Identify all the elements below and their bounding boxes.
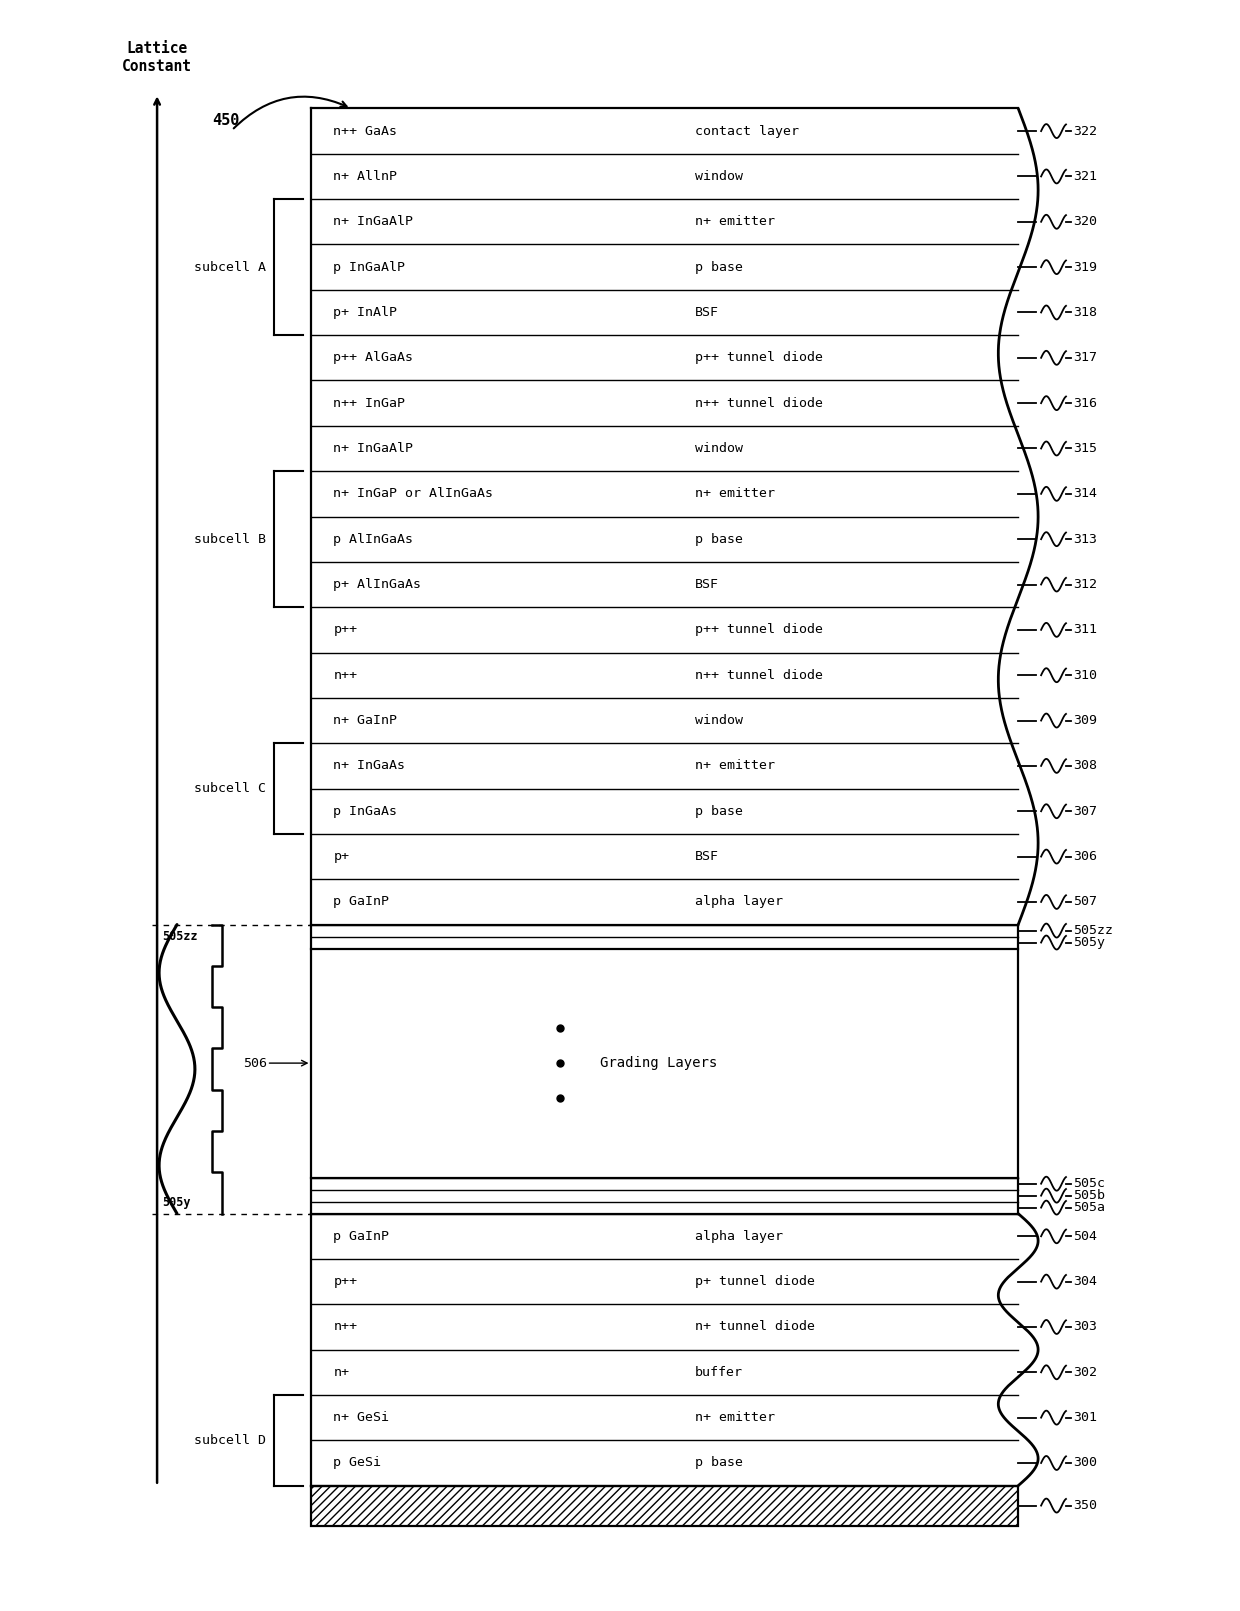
Text: window: window	[694, 169, 743, 184]
Text: 300: 300	[1073, 1456, 1097, 1469]
Text: p+ tunnel diode: p+ tunnel diode	[694, 1274, 815, 1289]
Text: alpha layer: alpha layer	[694, 1229, 782, 1242]
Text: p GeSi: p GeSi	[334, 1456, 381, 1469]
Text: 315: 315	[1073, 441, 1097, 454]
Text: subcell A: subcell A	[193, 261, 265, 274]
Text: p GaInP: p GaInP	[334, 1229, 389, 1242]
Text: 505b: 505b	[1073, 1189, 1105, 1202]
Text: p++: p++	[334, 623, 357, 636]
Text: 316: 316	[1073, 396, 1097, 409]
Text: 505a: 505a	[1073, 1202, 1105, 1215]
Text: n++: n++	[334, 669, 357, 681]
Text: p++ tunnel diode: p++ tunnel diode	[694, 623, 822, 636]
Text: 308: 308	[1073, 759, 1097, 772]
Text: alpha layer: alpha layer	[694, 896, 782, 909]
Text: p base: p base	[694, 261, 743, 274]
Text: n+ emitter: n+ emitter	[694, 216, 775, 229]
Text: 309: 309	[1073, 714, 1097, 727]
Text: n++ GaAs: n++ GaAs	[334, 124, 397, 137]
Text: n+ InGaP or AlInGaAs: n+ InGaP or AlInGaAs	[334, 488, 494, 501]
Text: 505c: 505c	[1073, 1178, 1105, 1191]
Text: p base: p base	[694, 1456, 743, 1469]
Text: 505zz: 505zz	[162, 930, 197, 942]
Text: p InGaAs: p InGaAs	[334, 806, 397, 818]
Text: BSF: BSF	[694, 851, 719, 863]
Text: 314: 314	[1073, 488, 1097, 501]
Text: subcell D: subcell D	[193, 1434, 265, 1447]
Text: p InGaAlP: p InGaAlP	[334, 261, 405, 274]
Text: n++ tunnel diode: n++ tunnel diode	[694, 669, 822, 681]
Text: 310: 310	[1073, 669, 1097, 681]
Text: 311: 311	[1073, 623, 1097, 636]
Text: 306: 306	[1073, 851, 1097, 863]
Text: 319: 319	[1073, 261, 1097, 274]
Text: 350: 350	[1073, 1500, 1097, 1513]
Text: 317: 317	[1073, 351, 1097, 364]
Text: p base: p base	[694, 806, 743, 818]
Text: p++ AlGaAs: p++ AlGaAs	[334, 351, 413, 364]
Text: 304: 304	[1073, 1274, 1097, 1289]
Text: 322: 322	[1073, 124, 1097, 137]
Text: 450: 450	[212, 113, 239, 129]
Text: p++ tunnel diode: p++ tunnel diode	[694, 351, 822, 364]
Text: buffer: buffer	[694, 1366, 743, 1379]
Text: 307: 307	[1073, 806, 1097, 818]
Text: BSF: BSF	[694, 578, 719, 591]
Text: 505zz: 505zz	[1073, 925, 1114, 938]
Text: 506: 506	[243, 1057, 267, 1070]
Text: p AlInGaAs: p AlInGaAs	[334, 533, 413, 546]
Text: p+ InAlP: p+ InAlP	[334, 306, 397, 319]
Text: n+ tunnel diode: n+ tunnel diode	[694, 1321, 815, 1334]
Text: subcell C: subcell C	[193, 781, 265, 796]
Text: n+ emitter: n+ emitter	[694, 759, 775, 772]
Text: BSF: BSF	[694, 306, 719, 319]
Text: n++: n++	[334, 1321, 357, 1334]
Text: n+: n+	[334, 1366, 350, 1379]
Text: 320: 320	[1073, 216, 1097, 229]
Text: 318: 318	[1073, 306, 1097, 319]
Text: n+ emitter: n+ emitter	[694, 1411, 775, 1424]
Text: 301: 301	[1073, 1411, 1097, 1424]
Text: n+ InGaAlP: n+ InGaAlP	[334, 216, 413, 229]
Text: 507: 507	[1073, 896, 1097, 909]
Text: window: window	[694, 441, 743, 454]
Text: n++ tunnel diode: n++ tunnel diode	[694, 396, 822, 409]
Text: n+ GaInP: n+ GaInP	[334, 714, 397, 727]
Text: window: window	[694, 714, 743, 727]
Text: p++: p++	[334, 1274, 357, 1289]
Text: n+ emitter: n+ emitter	[694, 488, 775, 501]
Text: n+ InGaAlP: n+ InGaAlP	[334, 441, 413, 454]
Text: n+ InGaAs: n+ InGaAs	[334, 759, 405, 772]
Text: 302: 302	[1073, 1366, 1097, 1379]
Text: contact layer: contact layer	[694, 124, 799, 137]
Text: 313: 313	[1073, 533, 1097, 546]
Text: n++ InGaP: n++ InGaP	[334, 396, 405, 409]
Text: p base: p base	[694, 533, 743, 546]
Text: 504: 504	[1073, 1229, 1097, 1242]
Text: n+ AllnP: n+ AllnP	[334, 169, 397, 184]
Text: n+ GeSi: n+ GeSi	[334, 1411, 389, 1424]
Text: 312: 312	[1073, 578, 1097, 591]
Text: 505y: 505y	[162, 1195, 191, 1208]
Text: subcell B: subcell B	[193, 533, 265, 546]
Text: 303: 303	[1073, 1321, 1097, 1334]
Polygon shape	[311, 1485, 1018, 1526]
Text: Grading Layers: Grading Layers	[600, 1057, 717, 1070]
Text: 505y: 505y	[1073, 936, 1105, 949]
Text: Lattice
Constant: Lattice Constant	[122, 42, 192, 74]
Text: p+: p+	[334, 851, 350, 863]
Text: p+ AlInGaAs: p+ AlInGaAs	[334, 578, 422, 591]
Text: 321: 321	[1073, 169, 1097, 184]
Text: p GaInP: p GaInP	[334, 896, 389, 909]
